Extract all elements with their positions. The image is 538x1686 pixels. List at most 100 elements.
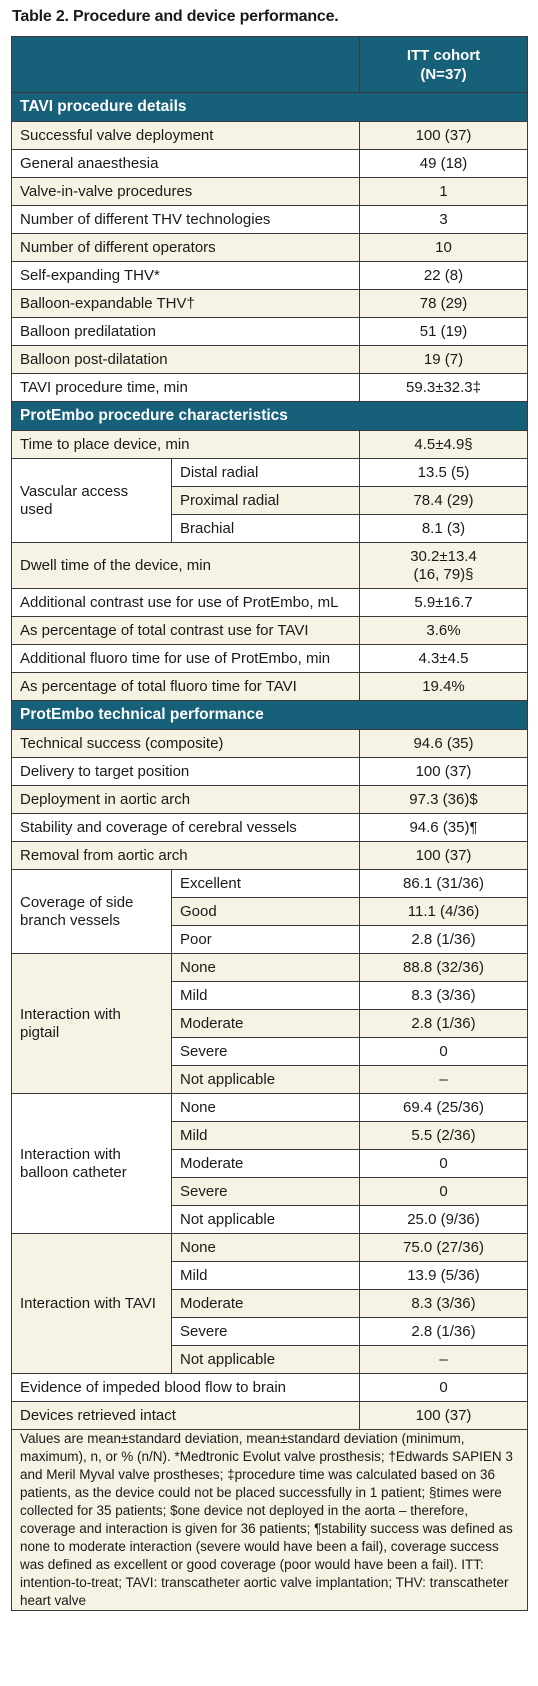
header-empty-cell — [11, 36, 360, 93]
row-sublabel: Moderate — [171, 1149, 360, 1178]
row-label: As percentage of total fluoro time for T… — [11, 672, 360, 701]
row-value: 2.8 (1/36) — [359, 925, 528, 954]
table-row: Devices retrieved intact 100 (37) — [11, 1401, 528, 1430]
row-value: 100 (37) — [359, 1401, 528, 1430]
row-sublabel: Moderate — [171, 1009, 360, 1038]
table-row: Poor 2.8 (1/36) — [12, 925, 528, 954]
table-row: Balloon-expandable THV† 78 (29) — [11, 289, 528, 318]
table-row: Severe 0 — [12, 1037, 528, 1066]
row-value: 0 — [359, 1373, 528, 1402]
row-sublabel: None — [171, 1093, 360, 1122]
row-value: 3.6% — [359, 616, 528, 645]
row-value: 30.2±13.4 (16, 79)§ — [359, 542, 528, 589]
table-row: TAVI procedure time, min 59.3±32.3‡ — [11, 373, 528, 402]
row-label: As percentage of total contrast use for … — [11, 616, 360, 645]
dwell-value-line2: (16, 79)§ — [413, 565, 474, 583]
row-value: 88.8 (32/36) — [359, 953, 528, 982]
row-label: Self-expanding THV* — [11, 261, 360, 290]
row-label: Deployment in aortic arch — [11, 785, 360, 814]
row-value: 2.8 (1/36) — [359, 1009, 528, 1038]
section-header-row: ProtEmbo technical performance — [11, 700, 528, 730]
header-itt-cohort: ITT cohort (N=37) — [359, 36, 528, 93]
row-value: 100 (37) — [359, 841, 528, 870]
table-row: Dwell time of the device, min 30.2±13.4 (1… — [11, 542, 528, 589]
row-value: 4.3±4.5 — [359, 644, 528, 673]
table-row: Number of different operators 10 — [11, 233, 528, 262]
table-row: Balloon predilatation 51 (19) — [11, 317, 528, 346]
header-line1: ITT cohort — [406, 46, 481, 64]
footnote-row: Values are mean±standard deviation, mean… — [11, 1429, 528, 1611]
section-tech-title: ProtEmbo technical performance — [11, 700, 528, 730]
table-row: Technical success (composite) 94.6 (35) — [11, 729, 528, 758]
row-sublabel: Severe — [171, 1317, 360, 1346]
group-label: Vascular access used — [11, 458, 172, 543]
row-value: 78 (29) — [359, 289, 528, 318]
row-label: Time to place device, min — [11, 430, 360, 459]
row-value: 8.1 (3) — [359, 514, 528, 543]
group-label: Interaction with balloon catheter — [11, 1093, 172, 1234]
row-value: 78.4 (29) — [359, 486, 528, 515]
row-value: 94.6 (35) — [359, 729, 528, 758]
table-row: Moderate 8.3 (3/36) — [12, 1289, 528, 1318]
table-row: Number of different THV technologies 3 — [11, 205, 528, 234]
row-value: 22 (8) — [359, 261, 528, 290]
row-label: General anaesthesia — [11, 149, 360, 178]
row-label: Dwell time of the device, min — [11, 542, 360, 589]
table-row: Time to place device, min 4.5±4.9§ — [11, 430, 528, 459]
row-value: 5.5 (2/36) — [359, 1121, 528, 1150]
row-label: Additional contrast use for use of ProtE… — [11, 588, 360, 617]
table-row: Interaction with pigtail None 88.8 (32/3… — [11, 953, 528, 1094]
row-value: 13.9 (5/36) — [359, 1261, 528, 1290]
table-row: Moderate 2.8 (1/36) — [12, 1009, 528, 1038]
table-row: Evidence of impeded blood flow to brain 0 — [11, 1373, 528, 1402]
table-row: Interaction with balloon catheter None 6… — [11, 1093, 528, 1234]
row-value: 69.4 (25/36) — [359, 1093, 528, 1122]
row-value: 11.1 (4/36) — [359, 897, 528, 926]
row-label: Successful valve deployment — [11, 121, 360, 150]
table-row: Self-expanding THV* 22 (8) — [11, 261, 528, 290]
header-line2: (N=37) — [420, 65, 467, 83]
row-value: 8.3 (3/36) — [359, 981, 528, 1010]
group-label: Interaction with pigtail — [11, 953, 172, 1094]
table-caption: Table 2. Procedure and device performanc… — [12, 8, 339, 25]
row-value: 25.0 (9/36) — [359, 1205, 528, 1234]
table-row: Additional fluoro time for use of ProtEm… — [11, 644, 528, 673]
table-row: Delivery to target position 100 (37) — [11, 757, 528, 786]
row-sublabel: Not applicable — [171, 1065, 360, 1094]
row-label: Devices retrieved intact — [11, 1401, 360, 1430]
row-value: 5.9±16.7 — [359, 588, 528, 617]
table-row: Good 11.1 (4/36) — [12, 897, 528, 926]
table-header-row: ITT cohort (N=37) — [11, 36, 528, 93]
row-sublabel: Mild — [171, 1121, 360, 1150]
table-row: Mild 8.3 (3/36) — [12, 981, 528, 1010]
row-sublabel: Brachial — [171, 514, 360, 543]
table-row: Stability and coverage of cerebral vesse… — [11, 813, 528, 842]
table-row: Coverage of side branch vessels Excellen… — [11, 869, 528, 954]
row-sublabel: Not applicable — [171, 1205, 360, 1234]
row-sublabel: Not applicable — [171, 1345, 360, 1374]
table-footnote: Values are mean±standard deviation, mean… — [11, 1429, 528, 1611]
row-value: – — [359, 1345, 528, 1374]
section-header-row: ProtEmbo procedure characteristics — [11, 401, 528, 431]
row-sublabel: Moderate — [171, 1289, 360, 1318]
row-value: 19 (7) — [359, 345, 528, 374]
row-sublabel: Poor — [171, 925, 360, 954]
group-label: Coverage of side branch vessels — [11, 869, 172, 954]
table-row: Successful valve deployment 100 (37) — [11, 121, 528, 150]
row-value: 13.5 (5) — [359, 458, 528, 487]
table-row: Mild 5.5 (2/36) — [12, 1121, 528, 1150]
row-value: 1 — [359, 177, 528, 206]
table-row: Additional contrast use for use of ProtE… — [11, 588, 528, 617]
row-sublabel: None — [171, 1233, 360, 1262]
row-value: – — [359, 1065, 528, 1094]
section-header-row: TAVI procedure details — [11, 92, 528, 122]
procedure-table: ITT cohort (N=37) TAVI procedure details … — [11, 36, 528, 1611]
row-sublabel: Good — [171, 897, 360, 926]
row-value: 19.4% — [359, 672, 528, 701]
row-label: Delivery to target position — [11, 757, 360, 786]
row-label: Balloon-expandable THV† — [11, 289, 360, 318]
row-label: Valve-in-valve procedures — [11, 177, 360, 206]
row-value: 75.0 (27/36) — [359, 1233, 528, 1262]
table-row: Vascular access used Distal radial 13.5 … — [11, 458, 528, 543]
row-label: TAVI procedure time, min — [11, 373, 360, 402]
